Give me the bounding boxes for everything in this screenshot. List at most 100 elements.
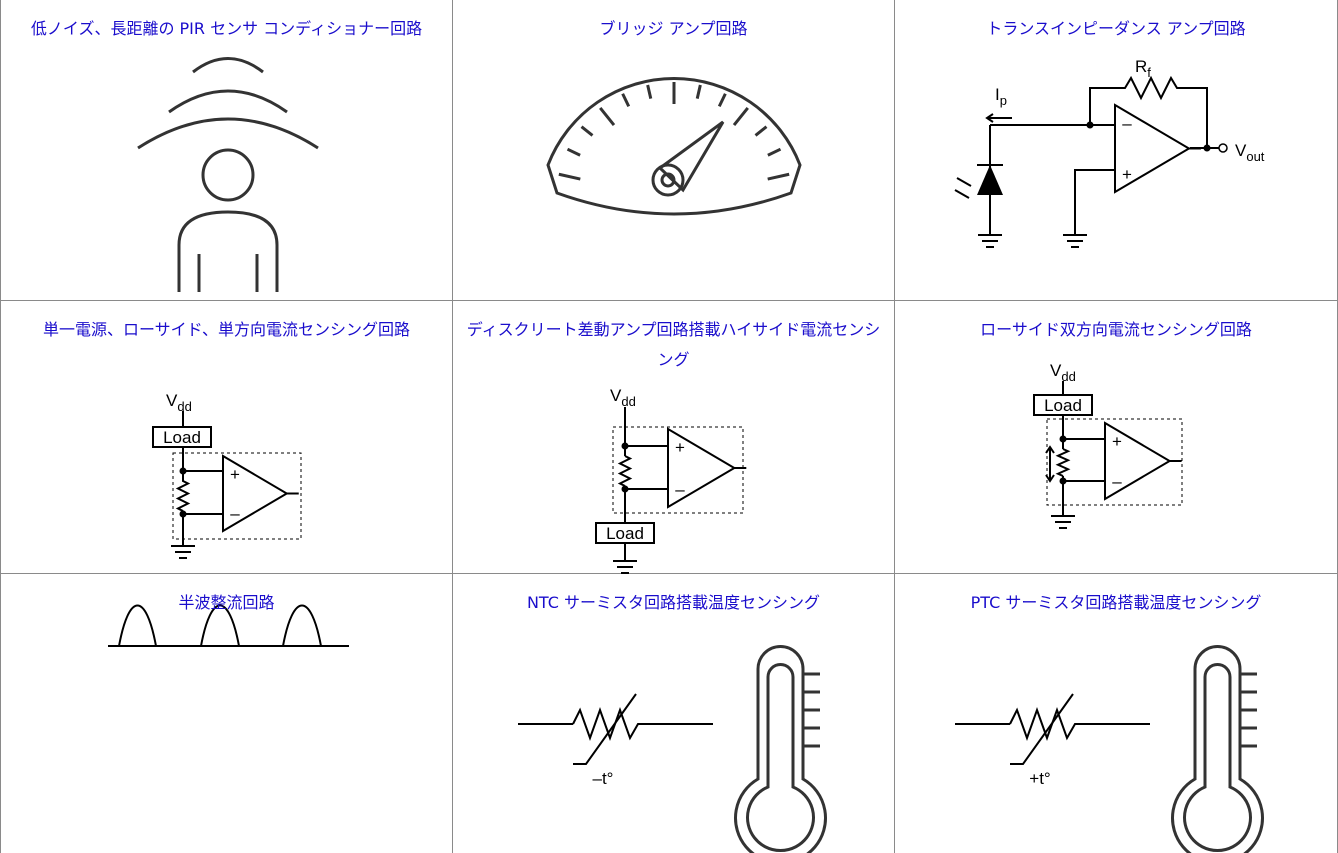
line-art (1051, 515, 1075, 529)
line-art (617, 407, 633, 523)
line-art (625, 445, 668, 490)
line-art (1104, 421, 1172, 501)
label: Vout (1235, 141, 1265, 164)
label: Ip (995, 85, 1007, 108)
line-art (546, 76, 802, 216)
diagram: +t° (955, 645, 1264, 853)
label-sub: p (1000, 93, 1007, 108)
line-art (558, 82, 790, 181)
cell: – + Vout Rf Ip トランスインピーダンス アンプ回路 (895, 0, 1338, 301)
line-art (955, 707, 1150, 741)
label-sub: dd (177, 399, 191, 414)
terminal (1218, 143, 1228, 153)
node (1086, 121, 1094, 129)
node (1203, 144, 1211, 152)
label: Vdd (166, 391, 192, 414)
thermometer (1171, 645, 1264, 853)
cell-title-link[interactable]: 半波整流回路 (178, 593, 275, 612)
cell: ブリッジ アンプ回路 (453, 0, 895, 301)
line-art (175, 447, 191, 512)
cell: Vdd Load + – ローサイド双方向電流センシング回路 (895, 301, 1338, 574)
thermometer (1240, 672, 1257, 748)
label: Load (1044, 396, 1082, 415)
label-main: R (1135, 57, 1147, 76)
line-art (108, 604, 349, 647)
label: + (1122, 165, 1132, 184)
diagram: Vdd + – Load (595, 386, 747, 574)
diagram (546, 76, 802, 216)
label: Load (163, 428, 201, 447)
cell-title-link[interactable]: 低ノイズ、長距離の PIR センサ コンディショナー回路 (30, 19, 423, 38)
line-art (1063, 234, 1087, 248)
diagram: –t° (518, 645, 827, 853)
thermometer (746, 663, 815, 853)
line-art (1055, 415, 1071, 516)
diagram (108, 604, 349, 647)
dashed-box (1046, 418, 1183, 506)
line-art (954, 177, 972, 199)
line-art (990, 75, 1208, 148)
diagram (137, 57, 319, 292)
dashed-box (172, 452, 302, 540)
line-art (1063, 438, 1105, 482)
thermometer (1183, 663, 1252, 853)
line-art (985, 113, 1012, 123)
label-sub: dd (621, 394, 635, 409)
label: + (675, 438, 685, 457)
label: + (230, 465, 240, 484)
label: –t° (593, 769, 614, 788)
diagram: – + Vout Rf Ip (954, 57, 1265, 248)
cell-title-link[interactable]: トランスインピーダンス アンプ回路 (986, 19, 1246, 38)
cell: 半波整流回路 (0, 574, 453, 853)
label: – (1112, 472, 1122, 491)
cell: +t° PTC サーミスタ回路搭載温度センシング (895, 574, 1338, 853)
label: Vdd (610, 386, 636, 409)
thermometer (734, 645, 827, 853)
label: Rf (1135, 57, 1151, 80)
label-main: V (1050, 361, 1062, 380)
line-art (183, 470, 223, 515)
label-sub: dd (1061, 369, 1075, 384)
cell: –t° NTC サーミスタ回路搭載温度センシング (453, 574, 895, 853)
line-art (137, 57, 319, 150)
line-art (613, 560, 637, 574)
label-main: I (995, 85, 1000, 104)
label-main: V (166, 391, 178, 410)
label: – (675, 480, 685, 499)
cell-title-link[interactable]: NTC サーミスタ回路搭載温度センシング (526, 593, 821, 612)
label: + (1112, 432, 1122, 451)
line-art (177, 210, 279, 292)
cell: Vdd + – Load ディスクリート差動アンプ回路搭載ハイサイド電流センシング (453, 301, 895, 574)
diode (977, 165, 1003, 195)
line-art (222, 454, 289, 533)
cell: Vdd Load + – 単一電源、ローサイド、単方向電流センシング回路 (0, 301, 453, 574)
label: Load (606, 524, 644, 543)
cell-title-link[interactable]: ブリッジ アンプ回路 (599, 19, 748, 38)
line-art (1114, 103, 1191, 194)
line-art (1074, 169, 1115, 235)
cell-title-link[interactable]: 単一電源、ローサイド、単方向電流センシング回路 (42, 320, 411, 339)
diagram: Vdd Load + – (1033, 361, 1183, 529)
label: – (1122, 114, 1132, 133)
line-art (657, 120, 725, 193)
label: Vdd (1050, 361, 1076, 384)
line-art (573, 693, 637, 765)
label: – (230, 504, 240, 523)
line-art (518, 707, 713, 741)
cell-title-link[interactable]: ディスクリート差動アンプ回路搭載ハイサイド電流センシング (466, 320, 881, 369)
cell-title-link[interactable]: PTC サーミスタ回路搭載温度センシング (970, 593, 1262, 612)
line-art (978, 234, 1002, 248)
cell: 低ノイズ、長距離の PIR センサ コンディショナー回路 (0, 0, 453, 301)
hub (660, 172, 676, 188)
thermometer (803, 672, 820, 748)
line-art (667, 427, 737, 509)
label-sub: f (1147, 65, 1151, 80)
line-art (171, 545, 195, 559)
line-art (1010, 693, 1074, 765)
label-main: V (1235, 141, 1247, 160)
cell-title-link[interactable]: ローサイド双方向電流センシング回路 (980, 320, 1252, 339)
label: +t° (1029, 769, 1050, 788)
line-art (1045, 445, 1055, 483)
label-sub: out (1246, 149, 1264, 164)
